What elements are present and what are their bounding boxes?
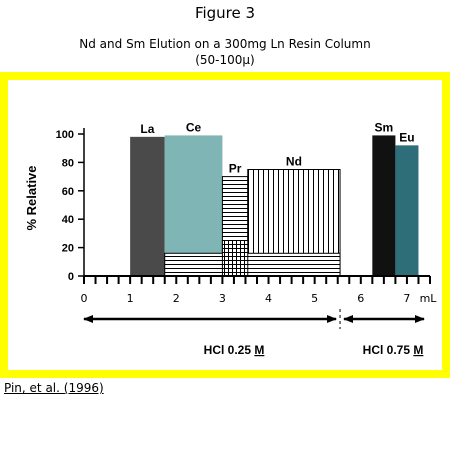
y-tick-label-60: 60 (62, 186, 74, 198)
eluent-layer: HCl 0.25 M HCl 0.75 M (83, 309, 425, 357)
bar-ce (164, 135, 223, 276)
x-tick-label-5: 5 (311, 292, 318, 305)
figure-subtitle: Nd and Sm Elution on a 300mg Ln Resin Co… (0, 36, 450, 68)
overlay-layer (164, 240, 341, 277)
subtitle-line-1: Nd and Sm Elution on a 300mg Ln Resin Co… (79, 37, 371, 51)
bar-la (130, 136, 165, 276)
overlay-band-2 (221, 240, 249, 277)
overlay-band-1 (164, 252, 341, 277)
eluent-acid-1: HCl 0.25 (204, 343, 255, 357)
eluent-label-1: HCl 0.25 M (204, 343, 265, 357)
x-tick-label-6: 6 (357, 292, 364, 305)
y-tick-label-20: 20 (62, 243, 74, 255)
y-axis-label: % Relative (24, 165, 39, 230)
x-tick-label-3: 3 (219, 292, 226, 305)
figure-title: Figure 3 (194, 4, 256, 22)
x-tick-label-1: 1 (127, 292, 134, 305)
x-axis-unit-label: mL (420, 292, 438, 305)
bar-label-eu: Eu (399, 130, 414, 144)
bar-label-sm: Sm (375, 120, 394, 134)
bars-layer: La Ce Pr Nd Sm Eu (130, 120, 419, 277)
eluent-molarity-1: M (254, 343, 264, 357)
bar-eu (395, 145, 419, 276)
axes-layer: 0 20 40 60 80 100 0 1 2 3 4 5 6 7 mL (56, 128, 438, 305)
bar-sm (372, 135, 396, 276)
y-tick-label-80: 80 (62, 157, 74, 169)
bar-label-la: La (140, 122, 154, 136)
citation-link[interactable]: Pin, et al. (1996) (4, 381, 104, 395)
bar-label-pr: Pr (229, 162, 242, 176)
eluent-acid-2: HCl 0.75 (363, 343, 414, 357)
chart-panel: % Relative La Ce Pr Nd Sm Eu 0 20 40 60 80 100 0 1 2 3… (0, 72, 450, 378)
bar-label-ce: Ce (186, 120, 202, 134)
eluent-molarity-2: M (413, 343, 423, 357)
y-tick-label-40: 40 (62, 214, 74, 226)
bar-label-nd: Nd (286, 155, 302, 169)
subtitle-line-2: (50-100μ) (195, 53, 255, 67)
y-tick-label-100: 100 (56, 129, 74, 141)
eluent-label-2: HCl 0.75 M (363, 343, 424, 357)
elution-chart: % Relative La Ce Pr Nd Sm Eu 0 20 40 60 80 100 0 1 2 3… (24, 120, 438, 357)
x-tick-label-4: 4 (265, 292, 272, 305)
x-tick-label-7: 7 (403, 292, 410, 305)
x-tick-label-2: 2 (173, 292, 180, 305)
x-tick-label-0: 0 (81, 292, 88, 305)
y-tick-label-0: 0 (68, 271, 74, 283)
